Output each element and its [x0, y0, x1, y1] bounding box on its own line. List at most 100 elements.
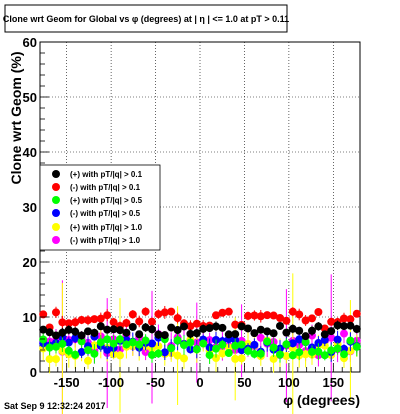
data-point: [122, 340, 131, 349]
data-point: [122, 328, 131, 337]
data-point: [263, 327, 272, 336]
data-point: [224, 348, 233, 357]
data-point: [301, 316, 310, 325]
data-point: [250, 340, 259, 349]
y-axis-label: Clone wrt Geom (%): [8, 51, 24, 184]
data-point: [288, 307, 297, 316]
data-point: [135, 340, 144, 349]
data-point: [308, 326, 316, 335]
legend-entry: (-) with pT/|q| > 1.0: [52, 236, 141, 245]
data-point: [288, 339, 297, 348]
timestamp: Sat Sep 9 12:32:24 2017: [4, 401, 106, 411]
data-point: [256, 333, 265, 342]
data-point: [244, 324, 252, 333]
data-point: [333, 335, 342, 344]
data-point: [333, 344, 342, 353]
data-point: [45, 343, 54, 352]
data-point: [148, 317, 156, 326]
data-point: [320, 324, 329, 333]
data-point: [192, 329, 201, 338]
data-point: [212, 311, 220, 320]
data-point: [96, 314, 105, 323]
data-point: [154, 330, 163, 339]
data-point: [320, 351, 329, 360]
y-tick-label: 20: [23, 255, 37, 270]
data-point: [84, 316, 92, 325]
data-point: [96, 322, 105, 331]
x-tick-label: -100: [98, 375, 124, 390]
data-point: [327, 333, 336, 342]
data-point: [154, 342, 163, 351]
data-point: [352, 342, 361, 351]
x-tick-label: 150: [322, 375, 344, 390]
data-point: [352, 324, 361, 333]
data-point: [327, 327, 336, 336]
data-point: [180, 322, 188, 331]
data-point: [327, 317, 336, 326]
data-point: [333, 321, 342, 330]
legend-entry: (-) with pT/|q| > 0.5: [52, 209, 141, 218]
data-marks: [39, 273, 361, 414]
data-point: [77, 315, 86, 324]
data-point: [52, 342, 60, 351]
data-point: [282, 352, 291, 361]
data-point: [173, 351, 182, 360]
data-point: [199, 324, 208, 333]
series-2: [39, 330, 361, 364]
legend-label: (-) with pT/|q| > 0.5: [70, 209, 141, 218]
data-point: [295, 326, 304, 335]
data-point: [180, 341, 188, 350]
data-point: [186, 329, 195, 338]
y-tick-label: 40: [23, 145, 37, 160]
data-point: [205, 351, 214, 360]
legend-label: (-) with pT/|q| > 0.1: [70, 183, 141, 192]
data-point: [52, 355, 60, 364]
data-point: [218, 349, 227, 358]
data-point: [282, 316, 291, 325]
data-point: [167, 344, 176, 353]
data-point: [64, 338, 73, 347]
data-point: [71, 350, 80, 359]
data-point: [269, 311, 278, 320]
legend: (+) with pT/|q| > 0.1 (-) with pT/|q| > …: [39, 164, 161, 251]
legend-entry: (+) with pT/|q| > 1.0: [52, 223, 143, 232]
data-point: [71, 318, 80, 327]
data-point: [186, 338, 195, 347]
data-point: [90, 328, 99, 337]
data-point: [340, 322, 348, 331]
data-point: [269, 329, 278, 338]
data-point: [308, 347, 316, 356]
data-point: [64, 319, 73, 328]
data-point: [244, 311, 252, 320]
data-point: [103, 311, 112, 320]
data-point: [276, 321, 284, 330]
data-point: [314, 307, 323, 316]
data-point: [212, 354, 220, 363]
data-point: [346, 321, 355, 330]
data-point: [301, 337, 310, 346]
x-tick-label: 50: [237, 375, 251, 390]
data-point: [237, 354, 246, 363]
x-tick-label: -150: [54, 375, 80, 390]
legend-marker: [52, 170, 60, 178]
data-point: [320, 330, 329, 339]
data-point: [308, 314, 316, 323]
data-point: [64, 346, 73, 355]
data-point: [128, 338, 137, 347]
data-point: [314, 339, 323, 348]
legend-entry: (+) with pT/|q| > 0.1: [52, 170, 143, 179]
data-point: [141, 323, 150, 332]
y-tick-label: 50: [23, 90, 37, 105]
axes: -150 -100 -50 0 50 100 150 0 10 20 30 40 50 60: [23, 35, 361, 390]
data-point: [77, 331, 86, 340]
data-point: [90, 315, 99, 324]
legend-marker: [52, 223, 60, 231]
data-point: [109, 339, 118, 348]
x-axis-label: φ (degrees): [283, 392, 360, 408]
data-point: [71, 334, 80, 343]
data-point: [288, 324, 297, 333]
data-point: [39, 335, 48, 344]
data-point: [192, 345, 201, 354]
data-point: [237, 346, 246, 355]
